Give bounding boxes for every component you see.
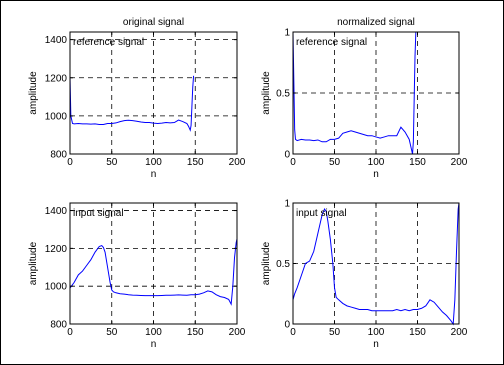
subplot-1: 0 50 100 150 200 800 1000 1200 1400 original sign… [28, 17, 246, 180]
x-tick-label: 200 [229, 327, 246, 338]
signal-annotation: reference signal [296, 37, 367, 48]
y-tick-label: 0 [284, 320, 290, 331]
x-tick-label: 150 [187, 157, 204, 168]
x-tick-label: 100 [368, 157, 385, 168]
series-line [292, 31, 417, 155]
subplot-title: original signal [123, 17, 184, 28]
x-tick-label: 100 [145, 157, 162, 168]
y-tick-label: 1200 [45, 73, 68, 84]
y-axis-label: amplitude [261, 71, 272, 115]
signal-annotation: reference signal [73, 37, 144, 48]
subplot-title: normalized signal [337, 17, 415, 28]
x-tick-label: 150 [409, 327, 426, 338]
x-tick-label: 0 [67, 157, 73, 168]
series-line [69, 75, 195, 132]
series-line [69, 238, 238, 306]
x-axis-label: n [151, 169, 157, 180]
x-tick-label: 50 [329, 327, 341, 338]
x-tick-label: 50 [329, 157, 341, 168]
subplot-4: 0 50 100 150 200 0 0.5 1 n amplitude input signal [261, 199, 468, 351]
y-tick-label: 0 [284, 150, 290, 161]
y-tick-label: 1 [284, 28, 290, 39]
x-tick-label: 150 [409, 157, 426, 168]
x-tick-label: 0 [290, 327, 296, 338]
subplot-2: 0 50 100 150 200 0 0.5 1 normalized signal n ampli… [261, 17, 468, 180]
x-axis-label: n [373, 169, 379, 180]
x-tick-label: 50 [106, 327, 118, 338]
x-tick-label: 100 [368, 327, 385, 338]
series-line [292, 202, 460, 326]
y-tick-label: 1200 [45, 244, 68, 255]
y-tick-label: 0.5 [276, 259, 290, 270]
x-axis-label: n [373, 339, 379, 350]
x-tick-label: 50 [106, 157, 118, 168]
y-axis-label: amplitude [28, 71, 39, 115]
x-tick-label: 0 [67, 327, 73, 338]
subplot-3: 0 50 100 150 200 800 1000 1200 1400 n amplitude inp… [28, 202, 246, 350]
x-tick-label: 150 [187, 327, 204, 338]
y-tick-label: 800 [50, 150, 67, 161]
y-tick-label: 1000 [45, 282, 68, 293]
x-axis-label: n [151, 339, 157, 350]
y-tick-label: 0.5 [276, 89, 290, 100]
y-tick-label: 1400 [45, 206, 68, 217]
y-tick-label: 1000 [45, 111, 68, 122]
x-tick-label: 100 [145, 327, 162, 338]
y-axis-label: amplitude [261, 241, 272, 285]
y-axis-label: amplitude [28, 241, 39, 285]
x-tick-label: 0 [290, 157, 296, 168]
x-tick-label: 200 [451, 157, 468, 168]
x-tick-label: 200 [229, 157, 246, 168]
x-tick-label: 200 [451, 327, 468, 338]
y-tick-label: 800 [50, 320, 67, 331]
y-tick-label: 1 [284, 199, 290, 210]
y-tick-label: 1400 [45, 35, 68, 46]
signal-annotation: input signal [73, 208, 124, 219]
signal-annotation: input signal [296, 208, 347, 219]
